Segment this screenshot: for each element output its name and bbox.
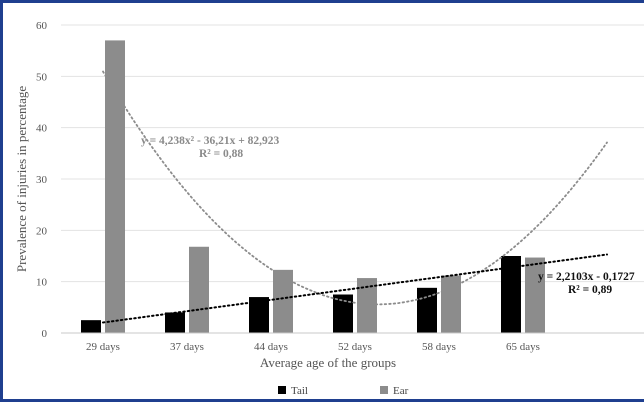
bar-tail [249, 297, 269, 333]
legend-label-ear: Ear [393, 385, 409, 397]
y-axis-title: Prevalence of injuries in percentage [14, 86, 29, 272]
tail-trend-r2: R² = 0,89 [568, 284, 612, 296]
y-tick-label: 40 [36, 123, 48, 135]
bar-ear [525, 257, 545, 333]
x-tick-label: 29 days [86, 341, 120, 353]
y-tick-label: 50 [36, 71, 48, 83]
trendline-ear [102, 70, 608, 306]
x-tick-label: 52 days [338, 341, 372, 353]
tail-trend-equation: y = 2,2103x - 0,1727 [538, 271, 635, 283]
legend-swatch-ear [380, 386, 388, 394]
bars [81, 40, 545, 334]
bar-tail [501, 256, 521, 333]
bar-tail [165, 312, 185, 333]
x-tick-label: 65 days [506, 341, 540, 353]
y-tick-labels: 0 10 20 30 40 50 60 [36, 20, 48, 340]
x-tick-labels: 29 days 37 days 44 days 52 days 58 days 65 da… [86, 341, 540, 353]
ear-trend-equation: y = 4,238x² - 36,21x + 82,923 [141, 135, 280, 147]
bar-tail [333, 294, 353, 333]
x-tick-label: 58 days [422, 341, 456, 353]
bar-ear [189, 246, 209, 333]
y-tick-label: 30 [36, 174, 48, 186]
bar-ear [357, 278, 377, 333]
legend: Tail Ear [278, 385, 409, 397]
bar-ear [105, 40, 125, 334]
grid-lines [61, 24, 644, 283]
trendlines [102, 70, 608, 324]
trendline-tail [102, 253, 608, 324]
y-tick-label: 60 [36, 20, 48, 32]
x-tick-label: 44 days [254, 341, 288, 353]
y-tick-label: 20 [36, 225, 48, 237]
bar-ear [273, 269, 293, 333]
ear-trend-r2: R² = 0,88 [199, 148, 243, 160]
x-axis-title: Average age of the groups [260, 355, 396, 370]
legend-label-tail: Tail [291, 385, 308, 397]
x-tick-label: 37 days [170, 341, 204, 353]
chart-svg: 0 10 20 30 40 50 60 29 days 37 days 44 days 52 da… [14, 20, 644, 397]
bar-tail [81, 320, 101, 333]
y-tick-label: 10 [36, 277, 48, 289]
legend-swatch-tail [278, 386, 286, 394]
y-tick-label: 0 [42, 328, 48, 340]
